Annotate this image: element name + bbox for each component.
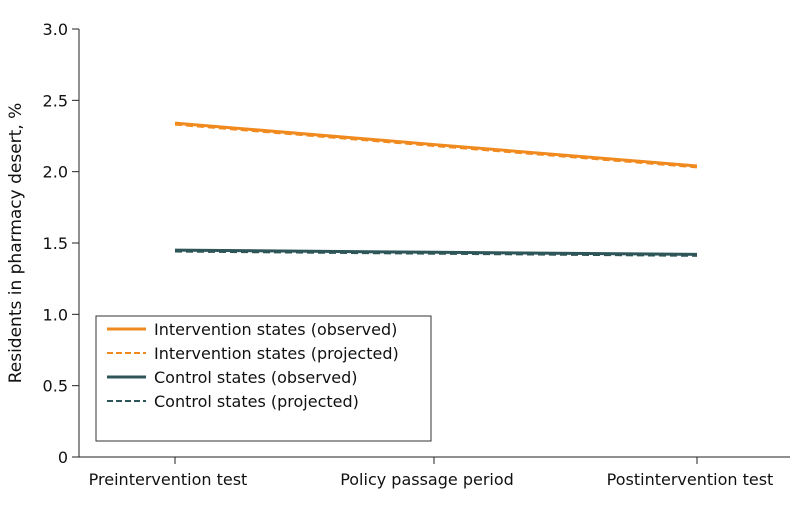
series-line — [174, 121, 698, 168]
x-axis: Preintervention test Policy passage perio… — [79, 456, 790, 489]
y-tick-label: 0 — [58, 448, 68, 467]
x-tick-label: Policy passage period — [340, 470, 514, 489]
legend: Intervention states (observed) Interventi… — [95, 315, 432, 442]
series-layer — [174, 121, 698, 257]
y-axis: 0 0.5 1.0 1.5 2.0 2.5 3.0 — [43, 20, 80, 467]
series-line — [174, 250, 698, 257]
y-tick-label: 1.0 — [43, 305, 68, 324]
legend-label: Control states (projected) — [154, 392, 359, 411]
x-tick-label: Postintervention test — [607, 470, 774, 489]
y-tick-label: 0.5 — [43, 377, 68, 396]
legend-box — [95, 315, 432, 442]
y-axis-title: Residents in pharmacy desert, % — [6, 103, 26, 384]
y-tick-label: 2.5 — [43, 91, 68, 110]
series-line — [174, 123, 698, 169]
legend-label: Intervention states (projected) — [154, 344, 399, 363]
y-tick-label: 2.0 — [43, 163, 68, 182]
y-tick-label: 1.5 — [43, 234, 68, 253]
x-tick-label: Preintervention test — [89, 470, 248, 489]
legend-label: Intervention states (observed) — [154, 320, 397, 339]
legend-label: Control states (observed) — [154, 368, 358, 387]
series-line — [174, 248, 698, 256]
y-tick-label: 3.0 — [43, 20, 68, 39]
